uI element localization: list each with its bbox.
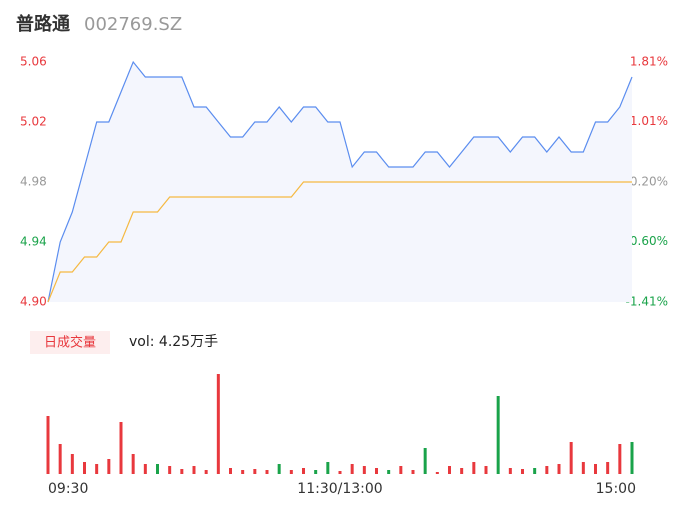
x-tick-label: 15:00 bbox=[596, 481, 636, 497]
volume-bar bbox=[618, 444, 622, 474]
y-tick-label: 5.06 bbox=[20, 55, 47, 69]
volume-bar bbox=[289, 470, 293, 474]
price-line bbox=[47, 60, 633, 303]
volume-bar bbox=[156, 464, 159, 474]
volume-bar bbox=[168, 466, 172, 474]
volume-bar bbox=[435, 472, 439, 474]
volume-total: vol: 4.25万手 bbox=[129, 334, 218, 350]
volume-bar bbox=[58, 444, 62, 474]
volume-bar bbox=[192, 466, 196, 474]
volume-bar bbox=[508, 468, 512, 474]
volume-bar bbox=[277, 464, 281, 474]
volume-bar bbox=[350, 464, 354, 474]
y2-tick-label: 1.81% bbox=[630, 55, 668, 69]
y-tick-label: 4.90 bbox=[20, 295, 47, 309]
volume-bar bbox=[241, 470, 245, 474]
volume-bar bbox=[107, 459, 111, 474]
stock-name: 普路通 bbox=[16, 13, 70, 35]
volume-bar bbox=[448, 466, 451, 474]
volume-bar bbox=[180, 469, 184, 474]
volume-bar bbox=[362, 466, 366, 474]
volume-bar bbox=[216, 374, 220, 474]
volume-bar bbox=[46, 416, 50, 474]
volume-bar bbox=[387, 470, 391, 474]
volume-bar bbox=[95, 464, 99, 474]
volume-bar bbox=[411, 470, 415, 474]
y-tick-label: 4.94 bbox=[20, 235, 47, 249]
volume-bar bbox=[326, 462, 330, 474]
y2-tick-label: -0.60% bbox=[626, 234, 668, 248]
x-tick-label: 09:30 bbox=[48, 481, 88, 497]
volume-bar bbox=[521, 469, 524, 474]
volume-bar bbox=[460, 468, 464, 474]
volume-bar bbox=[119, 422, 123, 474]
volume-bar bbox=[557, 464, 561, 474]
volume-bar bbox=[399, 466, 403, 474]
volume-bar bbox=[581, 462, 585, 474]
avg-line bbox=[47, 181, 632, 303]
volume-bar bbox=[338, 471, 342, 474]
stock-code: 002769.SZ bbox=[84, 14, 182, 35]
volume-bar bbox=[423, 448, 427, 474]
volume-bar bbox=[314, 470, 318, 474]
volume-bar bbox=[496, 396, 500, 474]
y-tick-label: 5.02 bbox=[20, 115, 47, 129]
volume-bar bbox=[630, 442, 634, 474]
volume-bar bbox=[545, 466, 549, 474]
volume-bar bbox=[472, 462, 476, 474]
volume-bar bbox=[569, 442, 573, 474]
volume-bar bbox=[606, 462, 610, 474]
legend-box bbox=[30, 331, 110, 354]
volume-bar bbox=[253, 469, 257, 474]
volume-bar bbox=[375, 468, 378, 474]
y2-tick-label: -1.41% bbox=[626, 295, 668, 309]
volume-bar bbox=[143, 464, 147, 474]
y2-tick-label: 0.20% bbox=[630, 175, 668, 189]
volume-legend: 日成交量 bbox=[44, 335, 96, 351]
volume-bar bbox=[229, 468, 232, 474]
y2-tick-label: 1.01% bbox=[630, 114, 668, 128]
volume-bar bbox=[131, 454, 135, 474]
volume-bar bbox=[70, 454, 74, 474]
y-tick-label: 4.98 bbox=[20, 175, 47, 189]
volume-bar bbox=[594, 464, 597, 474]
volume-bar bbox=[265, 470, 269, 474]
volume-bar bbox=[204, 470, 208, 474]
volume-bar bbox=[484, 466, 488, 474]
x-tick-label: 11:30/13:00 bbox=[297, 481, 382, 497]
volume-bar bbox=[302, 468, 305, 474]
volume-bar bbox=[83, 462, 86, 474]
volume-bar bbox=[533, 468, 537, 474]
